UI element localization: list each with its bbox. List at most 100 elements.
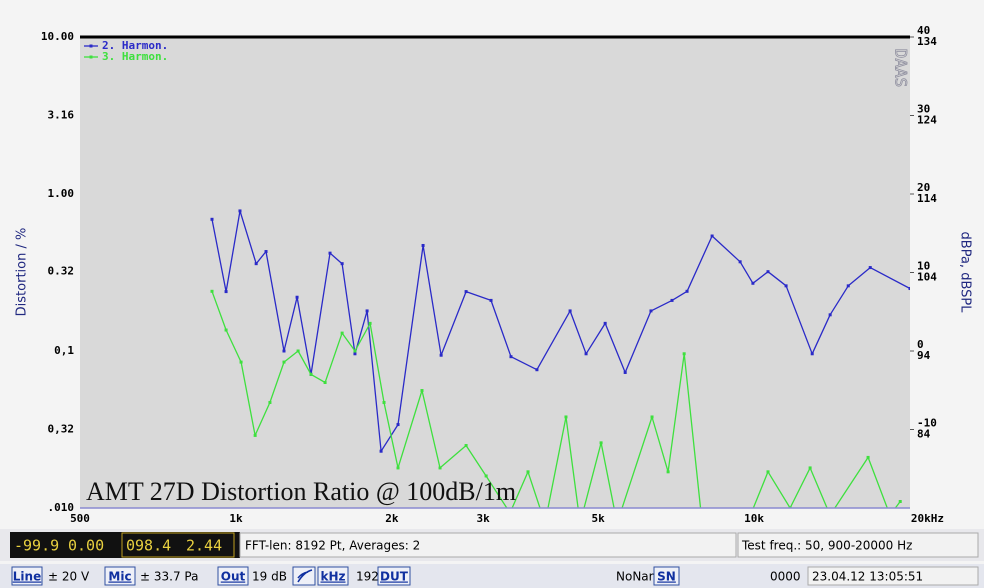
data-point xyxy=(253,433,257,437)
data-point xyxy=(353,352,357,356)
x-tick-label: 10k xyxy=(744,512,764,525)
toolbar-button[interactable] xyxy=(317,566,349,586)
y2-tick-label: 20 xyxy=(917,181,930,194)
y2-tick-label-spl: 94 xyxy=(917,349,931,362)
lcd-panel xyxy=(10,532,240,558)
data-point xyxy=(421,243,425,247)
toolbar-button-label[interactable]: Line xyxy=(13,570,41,584)
data-point xyxy=(309,372,313,376)
data-point xyxy=(438,466,442,470)
data-point xyxy=(710,234,714,238)
data-point xyxy=(650,415,654,419)
y-tick-label: 10.00 xyxy=(41,30,74,43)
toolbar-button[interactable] xyxy=(11,566,43,586)
data-point xyxy=(420,389,424,393)
legend-label: 3. Harmon. xyxy=(102,50,168,63)
lcd-readout: -99.9 xyxy=(14,537,59,555)
y2-tick-label-spl: 124 xyxy=(917,114,937,127)
toolbar-text: ± 33.7 Pa xyxy=(140,570,198,584)
toolbar-button-label[interactable]: SN xyxy=(657,570,676,584)
y2-tick-label-spl: 104 xyxy=(917,271,937,284)
data-point xyxy=(353,349,357,353)
y2-tick-label-spl: 134 xyxy=(917,35,937,48)
toolbar-button-label[interactable]: DUT xyxy=(380,570,409,584)
data-point xyxy=(439,353,443,357)
data-point xyxy=(323,381,327,385)
data-point xyxy=(682,352,686,356)
toolbar-button[interactable] xyxy=(217,566,249,586)
data-point xyxy=(210,289,214,293)
toolbar-button[interactable] xyxy=(377,566,411,586)
x-tick-label: 3k xyxy=(477,512,491,525)
data-point xyxy=(868,266,872,270)
data-point xyxy=(368,321,372,325)
data-point xyxy=(784,284,788,288)
y2-tick-label: 0 xyxy=(917,338,924,351)
y-tick-label: 0,32 xyxy=(48,423,75,436)
test-freq: Test freq.: 50, 900-20000 Hz xyxy=(741,539,912,553)
data-point xyxy=(396,423,400,427)
toolbar-button-label[interactable]: kHz xyxy=(320,570,345,584)
data-point xyxy=(396,466,400,470)
legend-marker xyxy=(89,55,93,59)
toolbar-button[interactable] xyxy=(653,566,680,586)
data-point xyxy=(365,309,369,313)
lcd-readout: 2.44 xyxy=(186,537,222,555)
data-point xyxy=(564,415,568,419)
toolbar-button[interactable] xyxy=(104,566,136,586)
y2-tick-label: 40 xyxy=(917,24,930,37)
data-point xyxy=(489,298,493,302)
data-point xyxy=(670,298,674,302)
y-tick-label: 3.16 xyxy=(48,109,75,122)
data-point xyxy=(898,500,902,504)
toolbar-text: 19 dB xyxy=(252,570,287,584)
data-point xyxy=(224,328,228,332)
lcd-readout: 0.00 xyxy=(68,537,104,555)
data-point xyxy=(599,441,603,445)
data-point xyxy=(866,455,870,459)
data-point xyxy=(603,321,607,325)
date-box xyxy=(807,566,979,586)
data-point xyxy=(340,331,344,335)
y2-tick-label: 10 xyxy=(917,260,930,273)
data-point xyxy=(751,281,755,285)
data-point xyxy=(464,290,468,294)
data-point xyxy=(328,251,332,255)
y-tick-label: 0.32 xyxy=(48,265,75,278)
data-point xyxy=(340,262,344,266)
data-point xyxy=(296,349,300,353)
data-point xyxy=(224,290,228,294)
data-point xyxy=(526,470,530,474)
stream-icon[interactable] xyxy=(292,566,316,586)
x-tick-label: 2k xyxy=(385,512,399,525)
data-point xyxy=(623,370,627,374)
data-point xyxy=(738,260,742,264)
data-point xyxy=(584,352,588,356)
data-point xyxy=(509,355,513,359)
data-point xyxy=(238,209,242,213)
x-tick-label: 500 xyxy=(70,512,90,525)
toolbar-text: ± 20 V xyxy=(48,570,90,584)
data-point xyxy=(649,309,653,313)
data-point xyxy=(484,474,488,478)
lcd-readout: 098.4 xyxy=(126,537,171,555)
fft-info: FFT-len: 8192 Pt, Averages: 2 xyxy=(245,539,420,553)
legend-label: 2. Harmon. xyxy=(102,39,168,52)
data-point xyxy=(810,352,814,356)
data-point xyxy=(535,368,539,372)
data-point xyxy=(808,466,812,470)
y-axis-label: Distortion / % xyxy=(15,228,30,317)
info-box xyxy=(737,532,979,558)
toolbar-button-label[interactable]: Mic xyxy=(108,570,131,584)
data-point xyxy=(295,295,299,299)
toolbar-text: 0000 xyxy=(770,570,801,584)
info-box xyxy=(239,532,737,558)
y-tick-label: 1.00 xyxy=(48,187,75,200)
chart-title: AMT 27D Distortion Ratio @ 100dB/1m xyxy=(86,477,516,506)
data-point xyxy=(828,313,832,317)
toolbar-button-label[interactable]: Out xyxy=(221,570,246,584)
data-point xyxy=(766,270,770,274)
data-point xyxy=(379,449,383,453)
x-tick-label: 1k xyxy=(229,512,243,525)
